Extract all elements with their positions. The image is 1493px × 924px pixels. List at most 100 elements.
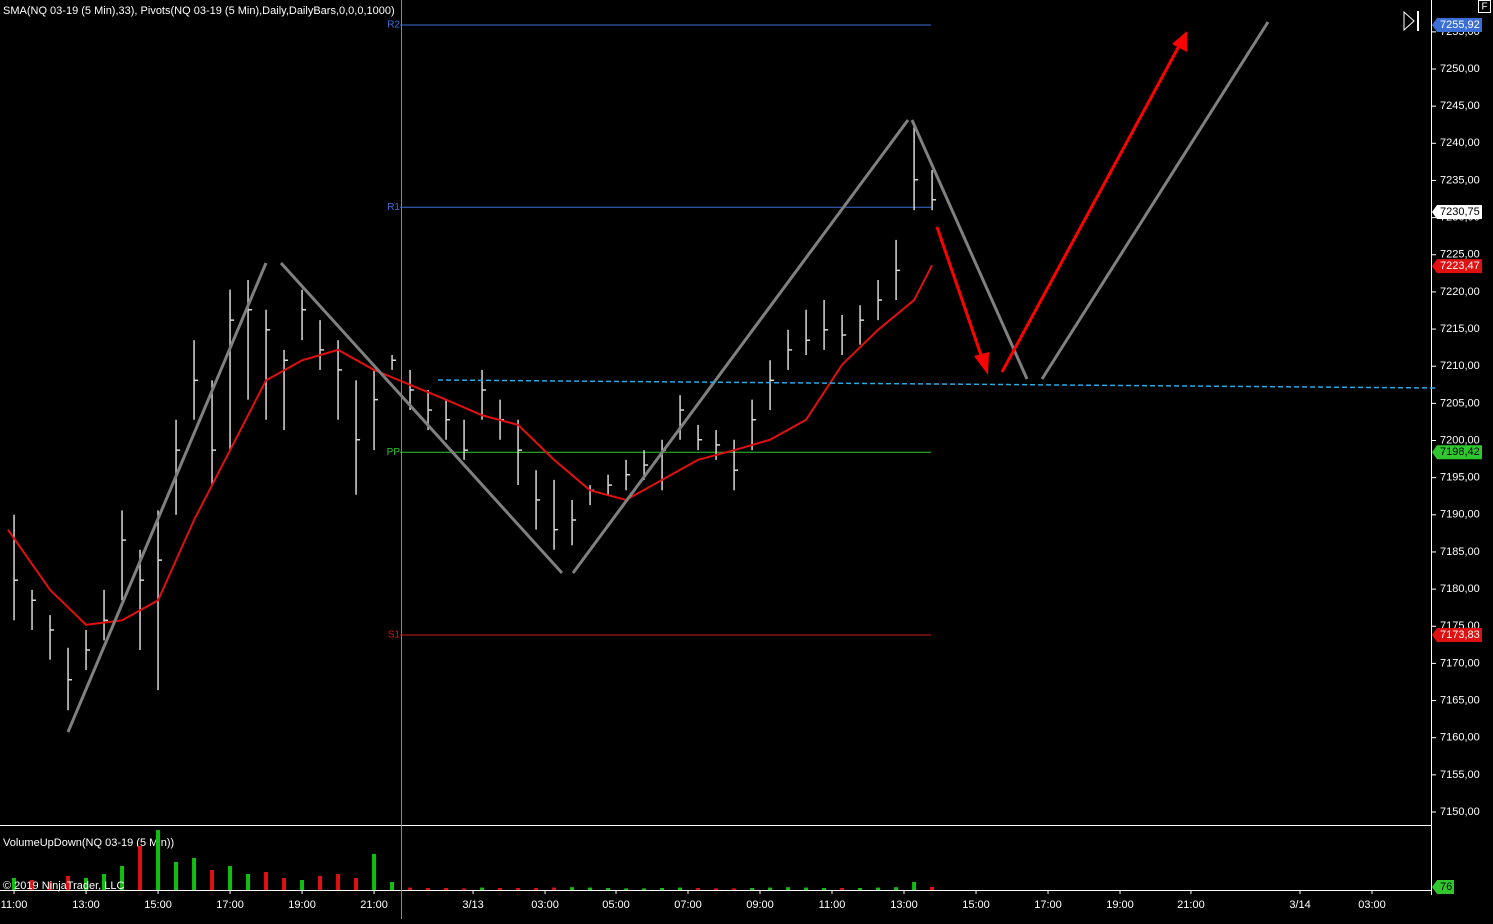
price-marker-label: 7173,83 (1440, 629, 1480, 641)
arrow-head (1172, 31, 1187, 52)
volume-bar (678, 887, 683, 890)
volume-bar (282, 878, 287, 890)
volume-bar (210, 870, 215, 890)
trend-line (66, 262, 268, 733)
y-tick-label: 7225,00 (1440, 249, 1480, 261)
volume-bar (750, 888, 755, 890)
volume-marker-label: 76 (1440, 881, 1452, 893)
arrow (935, 226, 984, 359)
y-tick-label: 7180,00 (1440, 583, 1480, 595)
volume-bar (606, 888, 611, 890)
volume-bar (318, 876, 323, 890)
y-tick-label: 7155,00 (1440, 769, 1480, 781)
price-marker-box (1432, 18, 1482, 33)
y-tick-label: 7190,00 (1440, 509, 1480, 521)
volume-bar (30, 880, 35, 890)
volume-bar (102, 874, 107, 890)
volume-bar (732, 888, 737, 890)
volume-bar (480, 887, 485, 890)
x-tick-label: 09:00 (746, 899, 774, 911)
trend-line (279, 261, 564, 575)
corner-button-label[interactable]: F (1481, 2, 1487, 13)
x-tick-label: 3/14 (1289, 899, 1310, 911)
x-tick-label: 17:00 (1034, 899, 1062, 911)
plot: 7150,007155,007160,007165,007170,007175,… (1, 20, 1480, 911)
y-tick-label: 7250,00 (1440, 63, 1480, 75)
y-tick-label: 7205,00 (1440, 397, 1480, 409)
y-tick-label: 7200,00 (1440, 434, 1480, 446)
y-tick-label: 7210,00 (1440, 360, 1480, 372)
x-tick-label: 19:00 (1106, 899, 1134, 911)
y-tick-label: 7165,00 (1440, 694, 1480, 706)
volume-bar (768, 887, 773, 890)
volume-bar (48, 882, 53, 890)
volume-bar (624, 888, 629, 890)
trend-line (1040, 21, 1270, 380)
volume-bar (642, 888, 647, 890)
volume-bar (138, 846, 143, 890)
y-tick-label: 7215,00 (1440, 323, 1480, 335)
volume-bar (894, 887, 899, 890)
nav-icon[interactable] (1403, 10, 1419, 32)
volume-bar (876, 887, 881, 890)
price-marker: 7255,92 (1432, 18, 1482, 33)
volume-bar (660, 888, 665, 890)
price-marker: 7173,83 (1432, 627, 1482, 642)
volume-bar (156, 830, 161, 890)
volume-bar (12, 878, 17, 890)
horizontal-line (437, 379, 1436, 389)
volume-bar (588, 887, 593, 890)
price-marker-label: 7255,92 (1440, 19, 1480, 31)
volume-bar (354, 878, 359, 890)
pivot-label: S1 (388, 630, 401, 641)
volume-bar (804, 887, 809, 890)
volume-bar (570, 887, 575, 890)
y-tick-label: 7170,00 (1440, 657, 1480, 669)
volume-bar (372, 854, 377, 890)
price-marker-label: 7223,47 (1440, 260, 1480, 272)
volume-bar (390, 882, 395, 890)
x-tick-label: 3/13 (462, 899, 483, 911)
y-tick-label: 7220,00 (1440, 286, 1480, 298)
nav-triangle[interactable] (1403, 10, 1415, 32)
sma-line (7, 264, 933, 626)
x-tick-label: 13:00 (72, 899, 100, 911)
volume-bar (408, 887, 413, 890)
volume-bar (498, 888, 503, 890)
volume-bar (174, 862, 179, 890)
price-marker-box (1432, 627, 1482, 642)
volume-bar (444, 888, 449, 890)
volume-bar (858, 888, 863, 890)
price-marker-label: 7198,42 (1440, 446, 1480, 458)
volume-bar (300, 880, 305, 890)
volume-bar (84, 878, 89, 890)
copyright: © 2019 NinjaTrader, LLC (3, 880, 124, 892)
corner-button[interactable] (1478, 0, 1491, 13)
pivot-label: PP (387, 447, 401, 458)
y-tick-label: 7185,00 (1440, 546, 1480, 558)
volume-bar (264, 872, 269, 890)
x-tick-label: 15:00 (144, 899, 172, 911)
volume-marker-box (1432, 879, 1454, 894)
pivot-label: R1 (387, 202, 400, 213)
volume-marker: 76 (1432, 879, 1454, 894)
volume-bar (246, 874, 251, 890)
x-tick-label: 13:00 (890, 899, 918, 911)
volume-bar (336, 874, 341, 890)
volume-bar (930, 886, 935, 890)
price-marker-box (1432, 205, 1482, 220)
y-tick-label: 7235,00 (1440, 174, 1480, 186)
price-marker: 7198,42 (1432, 445, 1482, 460)
volume-bar (840, 888, 845, 890)
volume-title: VolumeUpDown(NQ 03-19 (5 Min)) (3, 837, 174, 849)
trend-line (571, 119, 910, 574)
volume-bar (552, 887, 557, 890)
price-marker-box (1432, 445, 1482, 460)
volume-bar (714, 888, 719, 890)
volume-bar (516, 888, 521, 890)
volume-bar (786, 887, 791, 890)
x-tick-label: 11:00 (1, 899, 28, 911)
x-tick-label: 03:00 (531, 899, 559, 911)
volume-bar (462, 888, 467, 890)
